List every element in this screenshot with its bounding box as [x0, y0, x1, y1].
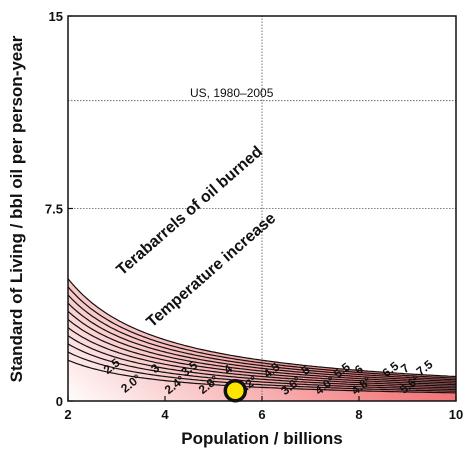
- contour-line-9: [68, 286, 456, 379]
- axis-ticks: 2 4 6 8 10 0 7.5 15: [45, 9, 463, 422]
- x-tick-label-3: 8: [355, 407, 362, 422]
- contour-line-6: [68, 310, 456, 384]
- y-tick-label-0: 0: [56, 394, 63, 409]
- y-tick-label-2: 15: [49, 9, 63, 24]
- contour-line-3: [68, 335, 456, 389]
- x-tick-label-0: 2: [64, 407, 71, 422]
- contour-line-0: [68, 359, 456, 394]
- us-annotation: US, 1980–2005: [190, 86, 274, 100]
- x-axis-label: Population / billions: [181, 429, 343, 448]
- shaded-region: [68, 16, 456, 401]
- y-axis-label: Standard of Living / bbl oil per person-…: [7, 35, 26, 382]
- y-tick-label-1: 7.5: [45, 202, 63, 217]
- contour-line-4: [68, 327, 456, 387]
- red-gradient-fill: [68, 16, 456, 401]
- marker-layer: [223, 378, 248, 403]
- contour-line-7: [68, 302, 456, 382]
- contour-line-8: [68, 294, 456, 381]
- x-tick-label-4: 10: [449, 407, 463, 422]
- contour-line-10: [68, 278, 456, 378]
- terabarrels-annotation: Terabarrels of oil burned: [113, 143, 266, 279]
- contour-line-2: [68, 343, 456, 391]
- contour-line-5: [68, 318, 456, 386]
- contour-line-1: [68, 351, 456, 392]
- x-tick-label-2: 6: [258, 407, 265, 422]
- contour-lines: [68, 278, 456, 394]
- reference-lines: [68, 16, 456, 401]
- current-point-marker: [223, 378, 248, 403]
- x-tick-label-1: 4: [161, 407, 169, 422]
